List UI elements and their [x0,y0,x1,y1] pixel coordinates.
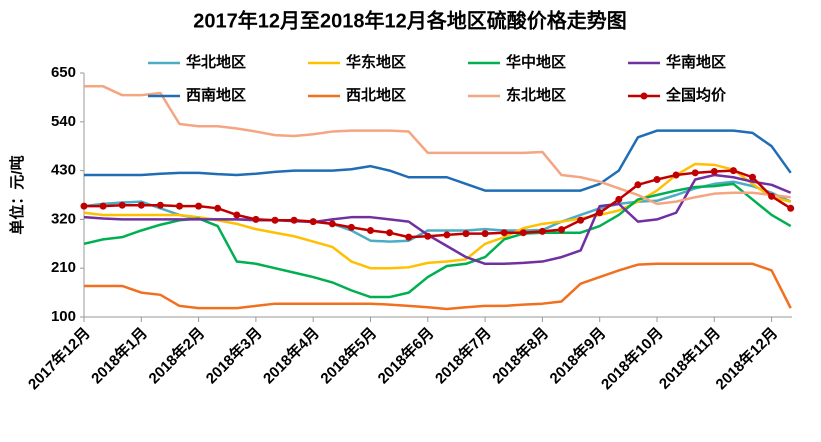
series-line [83,180,792,243]
y-tick-label: 100 [51,308,76,325]
series-marker [462,230,470,238]
series-marker [672,171,680,179]
y-axis-label: 单位：元/吨 [8,155,26,234]
legend-label: 全国均价 [665,86,727,104]
legend-label: 华北地区 [186,53,246,71]
series-marker [787,204,795,212]
x-tick-label: 2018年1月 [87,324,150,387]
x-tick-label: 2017年12月 [24,324,93,393]
series-marker [443,231,451,239]
x-tick-label: 2018年8月 [489,324,552,387]
x-tick-label: 2018年5月 [317,324,380,387]
y-tick-label: 650 [51,64,76,81]
legend-label: 西北地区 [346,86,406,104]
series-line [84,85,791,206]
x-tick-label: 2018年7月 [431,324,494,387]
series-marker [615,195,623,203]
series-marker [424,232,432,240]
series-marker [500,229,508,237]
legend-label: 东北地区 [506,86,566,104]
series-marker [347,223,355,231]
series-marker [653,175,661,183]
series-marker [252,215,260,223]
series-line [84,262,792,311]
y-tick-label: 320 [51,210,76,227]
series-marker [481,230,489,238]
series-marker [577,216,585,224]
chart-title: 2017年12月至2018年12月各地区硫酸价格走势图 [193,8,626,32]
series-marker [233,211,241,219]
series-marker [749,173,756,181]
legend-marker [640,92,648,100]
series-line [84,129,792,192]
series-marker [386,229,394,237]
series-line [83,162,791,270]
series-marker [691,169,699,177]
series-marker [710,167,718,175]
series-marker [214,204,222,212]
series-marker [538,227,546,235]
series-marker [596,209,604,217]
x-tick-label: 2018年2月 [145,324,208,387]
y-tick-label: 540 [51,113,76,130]
series-marker [290,216,298,224]
series-marker [405,233,413,241]
series-marker [99,202,107,210]
series-marker [367,226,374,234]
series-marker [118,201,126,209]
series-marker [309,218,317,226]
series-marker [558,226,565,234]
series-marker [80,202,88,210]
legend-label: 华东地区 [346,53,406,71]
series-marker [768,192,776,200]
series-marker [195,202,203,210]
legend-label: 华中地区 [506,53,566,71]
y-tick-label: 430 [51,162,76,179]
series-marker [271,216,279,224]
series-marker [634,181,642,189]
x-tick-label: 2018年3月 [202,324,265,387]
series-marker [519,229,527,237]
x-tick-label: 2018年10月 [597,324,666,393]
legend-label: 西南地区 [186,86,246,104]
series-marker [328,220,336,228]
x-tick-label: 2018年4月 [259,324,322,387]
series-marker [729,167,737,175]
x-tick-label: 2018年6月 [374,324,437,387]
y-tick-label: 210 [51,259,76,276]
series-line [84,169,792,239]
series-marker [137,201,145,209]
x-tick-label: 2018年9月 [546,324,609,387]
series-marker [176,202,183,210]
x-tick-label: 2018年12月 [712,324,781,393]
series-marker [156,201,164,209]
legend-label: 华南地区 [666,53,726,71]
series-line [83,173,792,266]
